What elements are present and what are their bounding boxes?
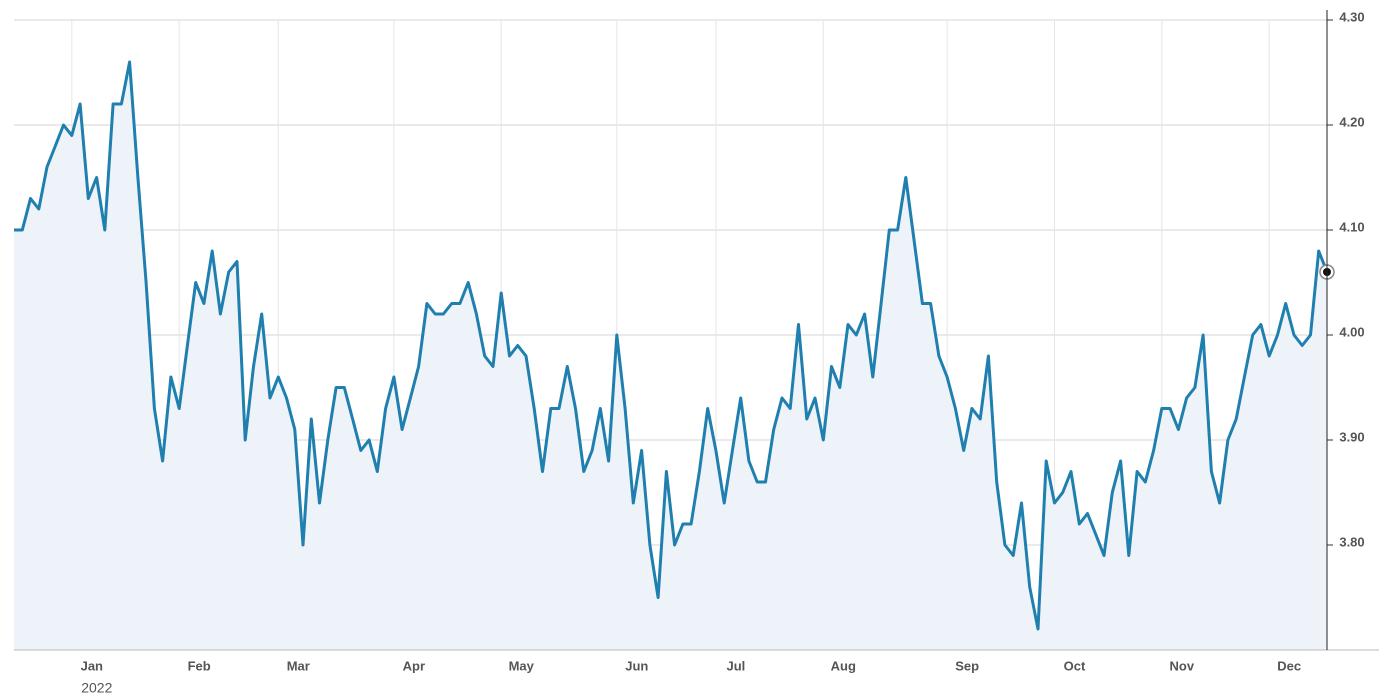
x-tick-label: Sep bbox=[955, 658, 979, 673]
x-sublabel: 2022 bbox=[81, 680, 112, 696]
y-tick-label: 4.20 bbox=[1339, 114, 1364, 129]
x-tick-label: Dec bbox=[1277, 658, 1301, 673]
y-tick-label: 4.30 bbox=[1339, 9, 1364, 24]
x-tick-label: May bbox=[509, 658, 535, 673]
x-tick-label: Feb bbox=[188, 658, 211, 673]
x-tick-label: Jul bbox=[727, 658, 746, 673]
x-tick-label: Apr bbox=[403, 658, 425, 673]
x-tick-label: Jun bbox=[625, 658, 648, 673]
y-tick-label: 4.00 bbox=[1339, 324, 1364, 339]
y-tick-label: 3.80 bbox=[1339, 534, 1364, 549]
y-tick-label: 4.10 bbox=[1339, 219, 1364, 234]
x-tick-label: Mar bbox=[287, 658, 310, 673]
x-tick-label: Aug bbox=[831, 658, 856, 673]
x-tick-label: Oct bbox=[1064, 658, 1086, 673]
y-tick-label: 3.90 bbox=[1339, 429, 1364, 444]
price-line bbox=[14, 60, 1329, 631]
x-tick-label: Jan bbox=[81, 658, 103, 673]
x-tick-label: Nov bbox=[1170, 658, 1195, 673]
